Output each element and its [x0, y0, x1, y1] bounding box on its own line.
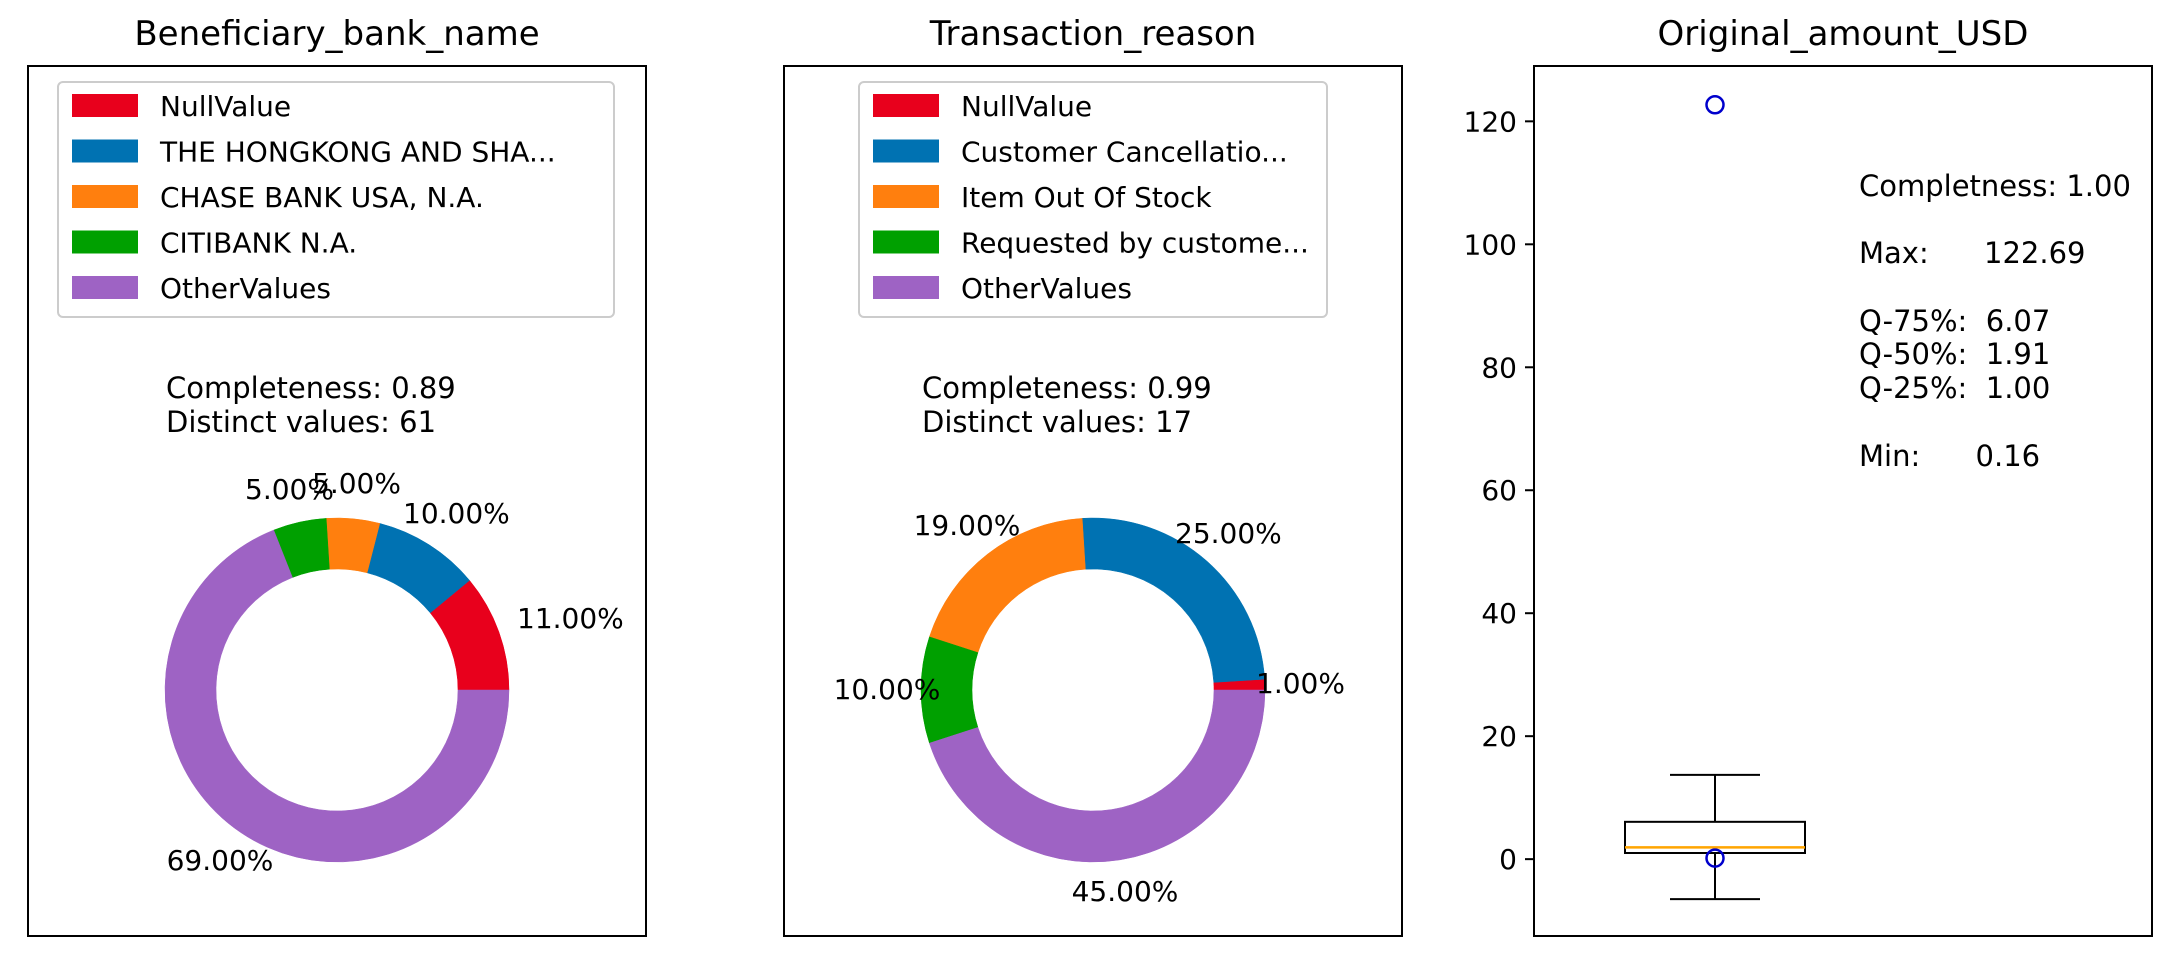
stat-q25: Q-25%: 1.00: [1859, 371, 2050, 405]
stat-max: Max: 122.69: [1859, 236, 2086, 270]
legend-entry: CHASE BANK USA, N.A.: [160, 181, 484, 214]
legend: NullValue Customer Cancellatio... Item Out…: [858, 81, 1328, 318]
y-axis: 0 20 40 60 80 100 120: [1464, 105, 1534, 876]
legend-entry: NullValue: [961, 90, 1092, 123]
chart-title: Beneficiary_bank_name: [134, 14, 539, 54]
y-tick-label: 0: [1499, 843, 1517, 876]
slice-label: 69.00%: [167, 844, 274, 877]
legend-swatch: [72, 139, 138, 163]
donut-slice: [929, 689, 1266, 863]
legend-frame: [57, 81, 615, 318]
plot-frame: [783, 65, 1403, 937]
iqr-box: [1624, 820, 1806, 854]
legend-swatch: [72, 185, 138, 208]
legend-swatch: [873, 94, 939, 117]
panel-transaction-reason: Transaction_reason NullValue Customer Can…: [783, 14, 1403, 937]
donut-slice: [164, 529, 510, 863]
legend-frame: [858, 81, 1328, 318]
stat-completeness: Completeness: 0.99: [922, 371, 1212, 405]
slice-label: 45.00%: [1072, 875, 1179, 908]
slice-label: 10.00%: [403, 497, 510, 530]
panel-beneficiary-bank: Beneficiary_bank_name NullValue THE HONGK…: [27, 14, 647, 937]
y-tick-label: 100: [1464, 228, 1517, 261]
stat-distinct-values: Distinct values: 61: [166, 405, 436, 439]
plot-frame: [1533, 65, 2153, 937]
stat-min: Min: 0.16: [1859, 439, 2040, 473]
chart-title: Original_amount_USD: [1658, 14, 2029, 54]
y-tick-label: 80: [1481, 351, 1517, 384]
donut-slice: [1081, 517, 1265, 683]
legend-entry: CITIBANK N.A.: [160, 227, 357, 260]
legend-entry: OtherValues: [160, 272, 331, 305]
slice-label: 1.00%: [1256, 667, 1345, 700]
stat-q75: Q-75%: 6.07: [1859, 304, 2050, 338]
y-tick-label: 20: [1481, 720, 1517, 753]
y-tick-label: 60: [1481, 474, 1517, 507]
stat-q50: Q-50%: 1.91: [1859, 337, 2050, 371]
legend-entry: THE HONGKONG AND SHA...: [159, 136, 556, 169]
slice-label: 19.00%: [914, 509, 1021, 542]
slice-label: 11.00%: [517, 602, 624, 635]
stat-distinct-values: Distinct values: 17: [922, 405, 1192, 439]
legend-entry: NullValue: [160, 90, 291, 123]
legend-swatch: [873, 139, 939, 163]
plot-frame: [27, 65, 647, 937]
legend-entry: OtherValues: [961, 272, 1132, 305]
legend-entry: Requested by custome...: [961, 227, 1309, 260]
slice-label: 5.00%: [312, 467, 401, 500]
chart-title: Transaction_reason: [929, 14, 1257, 54]
boxplot: [1624, 95, 1806, 901]
donut: 1.00% 25.00% 19.00% 10.00% 45.00%: [834, 509, 1345, 908]
stat-completeness: Completeness: 0.89: [166, 371, 456, 405]
legend: NullValue THE HONGKONG AND SHA... CHASE BA…: [57, 81, 615, 318]
panel-original-amount-usd: Original_amount_USD 0 20 40 60 80 100 120 Comp…: [1464, 14, 2153, 937]
donut: 11.00%10.00%5.00%5.00%69.00%: [164, 467, 624, 877]
slice-label: 25.00%: [1175, 517, 1282, 550]
outlier-point: [1705, 848, 1725, 868]
y-tick-label: 120: [1464, 105, 1517, 138]
slice-label: 5.00%: [245, 473, 334, 506]
legend-swatch: [72, 230, 138, 254]
slice-label: 10.00%: [834, 673, 941, 706]
y-tick-label: 40: [1481, 597, 1517, 630]
legend-swatch: [72, 276, 138, 299]
stat-completeness: Completness: 1.00: [1859, 169, 2131, 203]
legend-swatch: [873, 276, 939, 299]
outlier-point: [1705, 95, 1725, 115]
legend-swatch: [873, 230, 939, 254]
legend-swatch: [72, 94, 138, 117]
legend-entry: Customer Cancellatio...: [961, 136, 1288, 169]
legend-entry: Item Out Of Stock: [961, 181, 1212, 214]
legend-swatch: [873, 185, 939, 208]
